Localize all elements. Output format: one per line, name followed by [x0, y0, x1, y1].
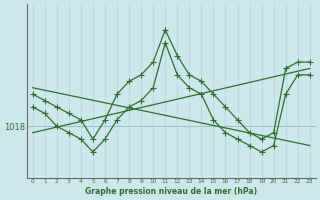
X-axis label: Graphe pression niveau de la mer (hPa): Graphe pression niveau de la mer (hPa): [85, 187, 257, 196]
